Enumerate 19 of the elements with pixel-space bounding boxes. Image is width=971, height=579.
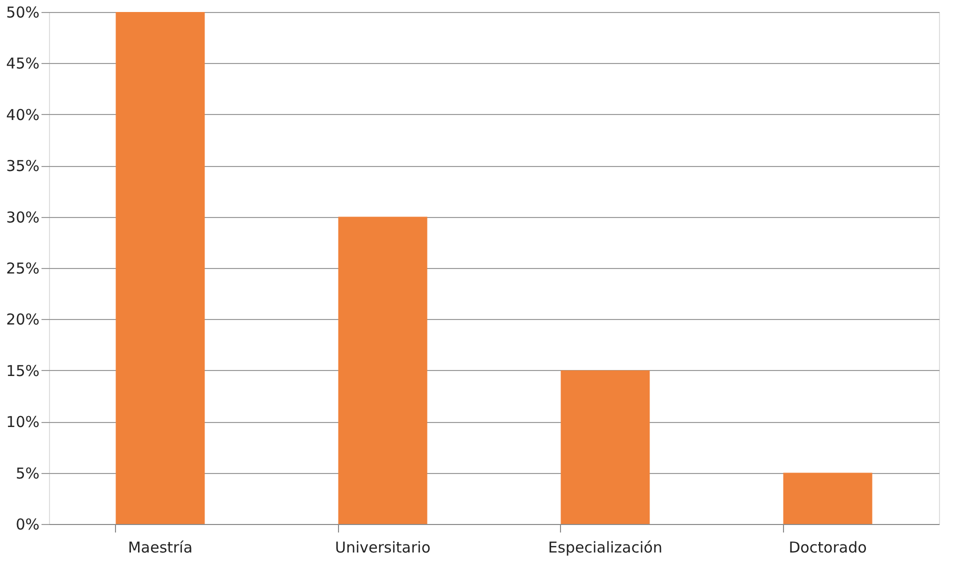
y-tick-label: 5% [16,464,40,482]
bar [783,472,872,524]
x-tick-label: Especialización [548,538,662,556]
y-tick-label: 10% [6,413,40,432]
y-tick-label: 30% [6,208,40,226]
x-tick-label: Doctorado [788,538,867,556]
y-tick-label: 15% [6,362,40,380]
y-tick-label: 25% [6,260,40,278]
x-tick-label: Universitario [335,538,430,556]
y-tick-label: 50% [6,4,40,22]
bar [560,370,650,524]
y-tick-label: 20% [6,310,40,329]
y-tick-label: 40% [6,106,40,124]
bar [116,12,205,524]
y-tick-label: 0% [16,516,40,534]
y-tick-label: 35% [6,157,40,176]
bar [338,216,428,524]
y-tick-label: 45% [6,54,40,73]
x-tick-label: Maestría [128,538,193,556]
